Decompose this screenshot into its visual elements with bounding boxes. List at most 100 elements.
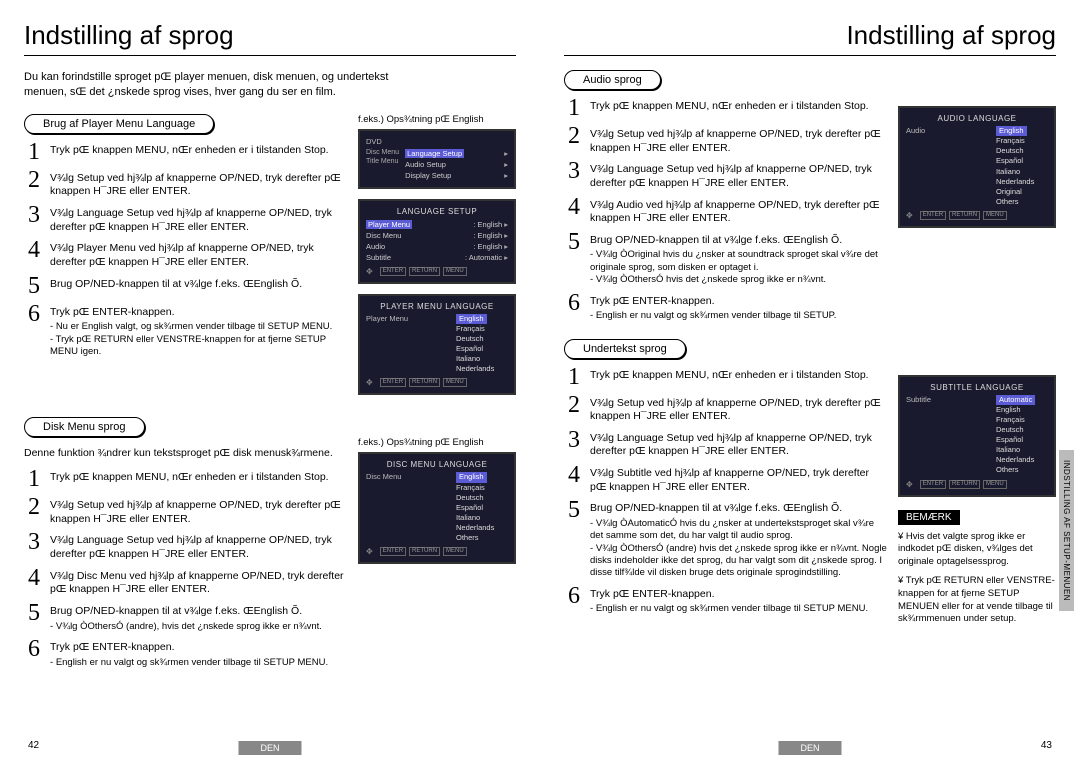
pill-audio: Audio sprog (564, 70, 661, 90)
step-sub-line: English er nu valgt og sk¾rmen vender ti… (590, 310, 836, 322)
step: 3V¾lg Language Setup ved hj¾lp af knappe… (24, 530, 348, 561)
step-number: 5 (564, 230, 584, 287)
section-disk-menu: Disk Menu sprog Denne funktion ¾ndrer ku… (24, 417, 516, 672)
bemark-box: BEMÆRK ¥ Hvis det valgte sprog ikke er i… (898, 507, 1056, 627)
footer-lang-left: DEN (238, 741, 301, 755)
step: 2V¾lg Setup ved hj¾lp af knapperne OP/NE… (24, 168, 348, 199)
step: 6Tryk pŒ ENTER-knappen.English er nu val… (24, 637, 348, 669)
page-number-right: 43 (1041, 740, 1052, 751)
section-subtitle: Undertekst sprog 1Tryk pŒ knappen MENU, … (564, 339, 1056, 633)
step: 6Tryk pŒ ENTER-knappen.English er nu val… (564, 291, 888, 323)
step-sub-line: V¾lg ÒOriginal hvis du ¿nsker at soundtr… (590, 249, 888, 274)
step-text: V¾lg Subtitle ved hj¾lp af knapperne OP/… (590, 463, 888, 494)
step-number: 4 (24, 566, 44, 597)
step-number: 1 (24, 467, 44, 491)
step-number: 4 (564, 195, 584, 226)
step-sub: V¾lg ÒOriginal hvis du ¿nsker at soundtr… (590, 249, 888, 286)
page-right: Indstilling af sprog Audio sprog 1Tryk p… (540, 0, 1080, 765)
caption-a: f.eks.) Ops¾tning pŒ English (358, 114, 516, 125)
page-left: Indstilling af sprog Du kan forindstille… (0, 0, 540, 765)
step-sub-line: V¾lg ÒAutomaticÓ hvis du ¿nsker at under… (590, 518, 888, 543)
step-number: 2 (564, 124, 584, 155)
step-text: Brug OP/NED-knappen til at v¾lge f.eks. … (50, 601, 322, 633)
step-sub: Nu er English valgt, og sk¾rmen vender t… (50, 321, 348, 358)
bemark-p2: ¥ Tryk pŒ RETURN eller VENSTRE-knappen f… (898, 575, 1056, 626)
step: 4V¾lg Subtitle ved hj¾lp af knapperne OP… (564, 463, 888, 494)
step-number: 1 (564, 96, 584, 120)
step-number: 3 (564, 428, 584, 459)
step-text: Brug OP/NED-knappen til at v¾lge f.eks. … (50, 274, 302, 298)
step-sub: English er nu valgt og sk¾rmen vender ti… (50, 657, 328, 669)
step: 5Brug OP/NED-knappen til at v¾lge f.eks.… (24, 274, 348, 298)
step-number: 5 (24, 274, 44, 298)
step: 2V¾lg Setup ved hj¾lp af knapperne OP/NE… (564, 124, 888, 155)
step-number: 4 (564, 463, 584, 494)
step-sub: V¾lg ÒOthersÓ (andre), hvis det ¿nskede … (50, 621, 322, 633)
step-sub: English er nu valgt og sk¾rmen vender ti… (590, 603, 868, 615)
step-text: V¾lg Player Menu ved hj¾lp af knapperne … (50, 238, 348, 269)
step-sub-line: English er nu valgt og sk¾rmen vender ti… (50, 657, 328, 669)
step-text: V¾lg Audio ved hj¾lp af knapperne OP/NED… (590, 195, 888, 226)
section-audio: Audio sprog 1Tryk pŒ knappen MENU, nŒr e… (564, 70, 1056, 327)
step-text: Tryk pŒ knappen MENU, nŒr enheden er i t… (590, 96, 869, 120)
step-text: Brug OP/NED-knappen til at v¾lge f.eks. … (590, 230, 888, 287)
step: 2V¾lg Setup ved hj¾lp af knapperne OP/NE… (24, 495, 348, 526)
step-number: 2 (564, 393, 584, 424)
steps-player-menu: 1Tryk pŒ knappen MENU, nŒr enheden er i … (24, 140, 348, 359)
step: 5Brug OP/NED-knappen til at v¾lge f.eks.… (24, 601, 348, 633)
step-number: 6 (564, 584, 584, 616)
page-title-left: Indstilling af sprog (24, 20, 516, 56)
pill-disk-menu: Disk Menu sprog (24, 417, 145, 437)
osd-subtitle-lang: SUBTITLE LANGUAGESubtitleAutomaticEnglis… (898, 375, 1056, 497)
step-number: 2 (24, 495, 44, 526)
osd-disc-menu-lang: DISC MENU LANGUAGEDisc MenuEnglishFrança… (358, 452, 516, 564)
steps-subtitle: 1Tryk pŒ knappen MENU, nŒr enheden er i … (564, 365, 888, 616)
step-sub-line: Tryk pŒ RETURN eller VENSTRE-knappen for… (50, 334, 348, 359)
step-text: V¾lg Setup ved hj¾lp af knapperne OP/NED… (590, 393, 888, 424)
osd-language-setup: LANGUAGE SETUPPlayer Menu: EnglishDisc M… (358, 199, 516, 284)
step-sub-line: V¾lg ÒOthersÓ hvis det ¿nskede sprog ikk… (590, 274, 888, 286)
footer-lang-right: DEN (778, 741, 841, 755)
step-text: Tryk pŒ ENTER-knappen.English er nu valg… (590, 584, 868, 616)
step-text: Tryk pŒ knappen MENU, nŒr enheden er i t… (50, 467, 329, 491)
pill-player-menu: Brug af Player Menu Language (24, 114, 214, 134)
step: 1Tryk pŒ knappen MENU, nŒr enheden er i … (24, 140, 348, 164)
step-sub-line: English er nu valgt og sk¾rmen vender ti… (590, 603, 868, 615)
step-text: V¾lg Language Setup ved hj¾lp af knapper… (590, 159, 888, 190)
step-number: 3 (564, 159, 584, 190)
page-title-right: Indstilling af sprog (564, 20, 1056, 56)
step-text: Tryk pŒ ENTER-knappen.Nu er English valg… (50, 302, 348, 359)
steps-disk-menu: 1Tryk pŒ knappen MENU, nŒr enheden er i … (24, 467, 348, 669)
step-text: Brug OP/NED-knappen til at v¾lge f.eks. … (590, 498, 888, 579)
step: 3V¾lg Language Setup ved hj¾lp af knappe… (564, 428, 888, 459)
step: 4V¾lg Disc Menu ved hj¾lp af knapperne O… (24, 566, 348, 597)
step-number: 6 (24, 302, 44, 359)
page-number-left: 42 (28, 740, 39, 751)
step: 1Tryk pŒ knappen MENU, nŒr enheden er i … (564, 96, 888, 120)
step-sub-line: V¾lg ÒOthersÓ (andre) hvis det ¿nskede s… (590, 543, 888, 580)
step-text: Tryk pŒ ENTER-knappen.English er nu valg… (50, 637, 328, 669)
step-number: 1 (24, 140, 44, 164)
step-number: 5 (564, 498, 584, 579)
step-sub-line: V¾lg ÒOthersÓ (andre), hvis det ¿nskede … (50, 621, 322, 633)
step-text: V¾lg Language Setup ved hj¾lp af knapper… (50, 530, 348, 561)
bemark-p1: ¥ Hvis det valgte sprog ikke er indkodet… (898, 531, 1056, 569)
step: 5Brug OP/NED-knappen til at v¾lge f.eks.… (564, 498, 888, 579)
section-player-menu: Brug af Player Menu Language 1Tryk pŒ kn… (24, 114, 516, 406)
step-number: 6 (24, 637, 44, 669)
intro-text: Du kan forindstille sproget pŒ player me… (24, 70, 404, 100)
step-number: 3 (24, 203, 44, 234)
step-number: 3 (24, 530, 44, 561)
step-number: 1 (564, 365, 584, 389)
step: 5Brug OP/NED-knappen til at v¾lge f.eks.… (564, 230, 888, 287)
step-number: 2 (24, 168, 44, 199)
step-number: 4 (24, 238, 44, 269)
step-text: Tryk pŒ knappen MENU, nŒr enheden er i t… (590, 365, 869, 389)
osd-audio-lang: AUDIO LANGUAGEAudioEnglishFrançaisDeutsc… (898, 106, 1056, 228)
step-sub: English er nu valgt og sk¾rmen vender ti… (590, 310, 836, 322)
step-text: V¾lg Setup ved hj¾lp af knapperne OP/NED… (50, 168, 348, 199)
page-spread: Indstilling af sprog Du kan forindstille… (0, 0, 1080, 765)
steps-audio: 1Tryk pŒ knappen MENU, nŒr enheden er i … (564, 96, 888, 323)
step: 6Tryk pŒ ENTER-knappen.Nu er English val… (24, 302, 348, 359)
caption-b: f.eks.) Ops¾tning pŒ English (358, 437, 516, 448)
